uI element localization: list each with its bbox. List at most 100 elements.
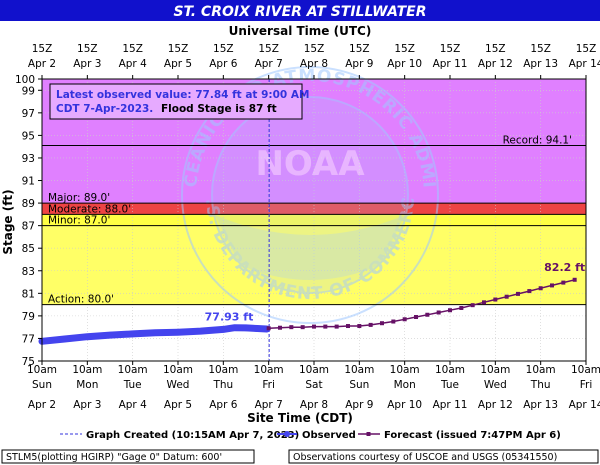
footer-left-box bbox=[1, 449, 255, 464]
bottom-tick-date-label: Apr 3 bbox=[73, 399, 101, 411]
data-series: 77.93 ft 82.2 ft bbox=[38, 79, 585, 361]
action-stage-label: Action: 80.0' bbox=[48, 294, 114, 306]
y-tick-label: 75 bbox=[22, 356, 35, 368]
footer-datum-text: STLM5(plotting HGIRP) "Gage 0" Datum: 60… bbox=[6, 452, 222, 463]
bottom-tick-day-label: Sun bbox=[32, 379, 52, 391]
observed-point bbox=[61, 335, 68, 343]
bottom-tick-day-label: Thu bbox=[530, 379, 551, 391]
bottom-tick-date-label: Apr 4 bbox=[119, 399, 148, 411]
bottom-tick-date-label: Apr 11 bbox=[433, 399, 468, 411]
latest-observation-date: CDT 7-Apr-2023. bbox=[56, 103, 153, 115]
observed-value-label: 77.93 ft bbox=[205, 311, 254, 324]
seal-outer-ring bbox=[181, 66, 439, 324]
top-tick-time-label: 15Z bbox=[258, 43, 279, 55]
observed-point bbox=[84, 333, 91, 340]
forecast-point bbox=[561, 280, 566, 285]
forecast-point bbox=[538, 286, 543, 291]
forecast-point bbox=[550, 283, 554, 288]
bottom-tick-date-label: Apr 5 bbox=[164, 399, 192, 411]
legend-forecast-marker bbox=[366, 432, 371, 436]
bottom-tick-date-label: Apr 2 bbox=[28, 399, 56, 411]
top-tick-time-label: 15Z bbox=[440, 43, 461, 55]
bottom-tick-day-label: Mon bbox=[76, 379, 98, 391]
top-tick-date-label: Apr 13 bbox=[523, 58, 558, 70]
forecast-point bbox=[368, 322, 373, 327]
y-tick-label: 87 bbox=[22, 221, 35, 233]
bottom-tick-time-label: 10am bbox=[435, 364, 465, 376]
forecast-point bbox=[323, 324, 328, 329]
top-tick-date-label: Apr 5 bbox=[164, 58, 192, 70]
y-tick-label: 100 bbox=[15, 74, 35, 86]
latest-observation-line2: CDT 7-Apr-2023. Flood Stage is 87 ft bbox=[56, 103, 277, 115]
y-tick-label: 81 bbox=[22, 288, 35, 300]
bottom-tick-date-label: Apr 14 bbox=[569, 399, 600, 411]
y-tick-label: 79 bbox=[22, 311, 35, 323]
legend-graph-created: Graph Created (10:15AM Apr 7, 2023) bbox=[86, 430, 299, 441]
y-tick-label: 85 bbox=[22, 243, 35, 255]
chart-title: ST. CROIX RIVER AT STILLWATER bbox=[173, 4, 426, 20]
bottom-tick-time-label: 10am bbox=[526, 364, 556, 376]
top-tick-date-label: Apr 14 bbox=[569, 58, 600, 70]
observed-point bbox=[197, 327, 204, 335]
y-axis-title: Stage (ft) bbox=[1, 189, 15, 254]
observed-point bbox=[231, 324, 238, 331]
top-tick-time-label: 15Z bbox=[485, 43, 506, 55]
forecast-point bbox=[414, 315, 418, 320]
forecast-point bbox=[425, 312, 430, 317]
forecast-point bbox=[289, 325, 294, 330]
forecast-value-label: 82.2 ft bbox=[544, 261, 585, 274]
y-tick-label: 83 bbox=[22, 266, 35, 278]
bottom-tick-time-label: 10am bbox=[163, 364, 193, 376]
legend-observed: Observed bbox=[302, 430, 356, 441]
top-axis-title: Universal Time (UTC) bbox=[229, 24, 372, 38]
y-tick-label: 95 bbox=[22, 130, 35, 142]
top-tick-date-label: Apr 7 bbox=[255, 58, 283, 70]
forecast-point bbox=[504, 294, 509, 299]
forecast-point bbox=[357, 324, 362, 329]
top-tick-date-label: Apr 8 bbox=[300, 58, 328, 70]
observed-point bbox=[106, 331, 114, 339]
bottom-tick-day-label: Tue bbox=[123, 379, 142, 391]
seal-wave-icon bbox=[215, 215, 405, 280]
bottom-tick-day-label: Fri bbox=[580, 379, 593, 391]
bottom-tick-time-label: 10am bbox=[480, 364, 510, 376]
latest-observation-box bbox=[49, 83, 303, 120]
bottom-tick-day-label: Tue bbox=[440, 379, 459, 391]
y-tick-label: 89 bbox=[22, 198, 35, 210]
legend: Graph Created (10:15AM Apr 7, 2023) Obse… bbox=[60, 430, 561, 441]
forecast-point bbox=[266, 326, 271, 331]
bottom-tick-date-label: Apr 12 bbox=[478, 399, 513, 411]
top-tick-date-label: Apr 9 bbox=[345, 58, 373, 70]
bottom-tick-date-label: Apr 7 bbox=[255, 399, 283, 411]
major-stage-label: Major: 89.0' bbox=[48, 192, 110, 204]
top-tick-time-label: 15Z bbox=[77, 43, 98, 55]
forecast-point bbox=[402, 317, 407, 322]
flood-stage-text: Flood Stage is 87 ft bbox=[161, 103, 277, 115]
top-tick-time-label: 15Z bbox=[168, 43, 189, 55]
bottom-tick-day-label: Fri bbox=[262, 379, 275, 391]
top-tick-time-label: 15Z bbox=[32, 43, 53, 55]
forecast-point bbox=[334, 324, 339, 329]
top-tick-date-label: Apr 10 bbox=[387, 58, 422, 70]
bottom-tick-time-label: 10am bbox=[254, 364, 284, 376]
bottom-tick-time-label: 10am bbox=[208, 364, 238, 376]
bottom-tick-day-label: Thu bbox=[212, 379, 233, 391]
forecast-point bbox=[516, 291, 520, 296]
bottom-tick-time-label: 10am bbox=[118, 364, 148, 376]
bottom-tick-day-label: Sun bbox=[349, 379, 369, 391]
footer-credits-text: Observations courtesy of USCOE and USGS … bbox=[293, 452, 557, 463]
seal-noaa-text: NOAA bbox=[255, 144, 365, 184]
top-tick-time-label: 15Z bbox=[394, 43, 415, 55]
y-tick-label: 93 bbox=[22, 153, 35, 165]
forecast-series-line bbox=[268, 279, 575, 330]
forecast-point bbox=[448, 308, 452, 313]
observed-point bbox=[220, 326, 227, 333]
bottom-tick-time-label: 10am bbox=[299, 364, 329, 376]
bottom-tick-time-label: 10am bbox=[390, 364, 420, 376]
footer-right-box bbox=[288, 449, 599, 464]
top-tick-time-label: 15Z bbox=[530, 43, 551, 55]
y-tick-label: 99 bbox=[22, 85, 35, 97]
top-tick-date-label: Apr 12 bbox=[478, 58, 513, 70]
